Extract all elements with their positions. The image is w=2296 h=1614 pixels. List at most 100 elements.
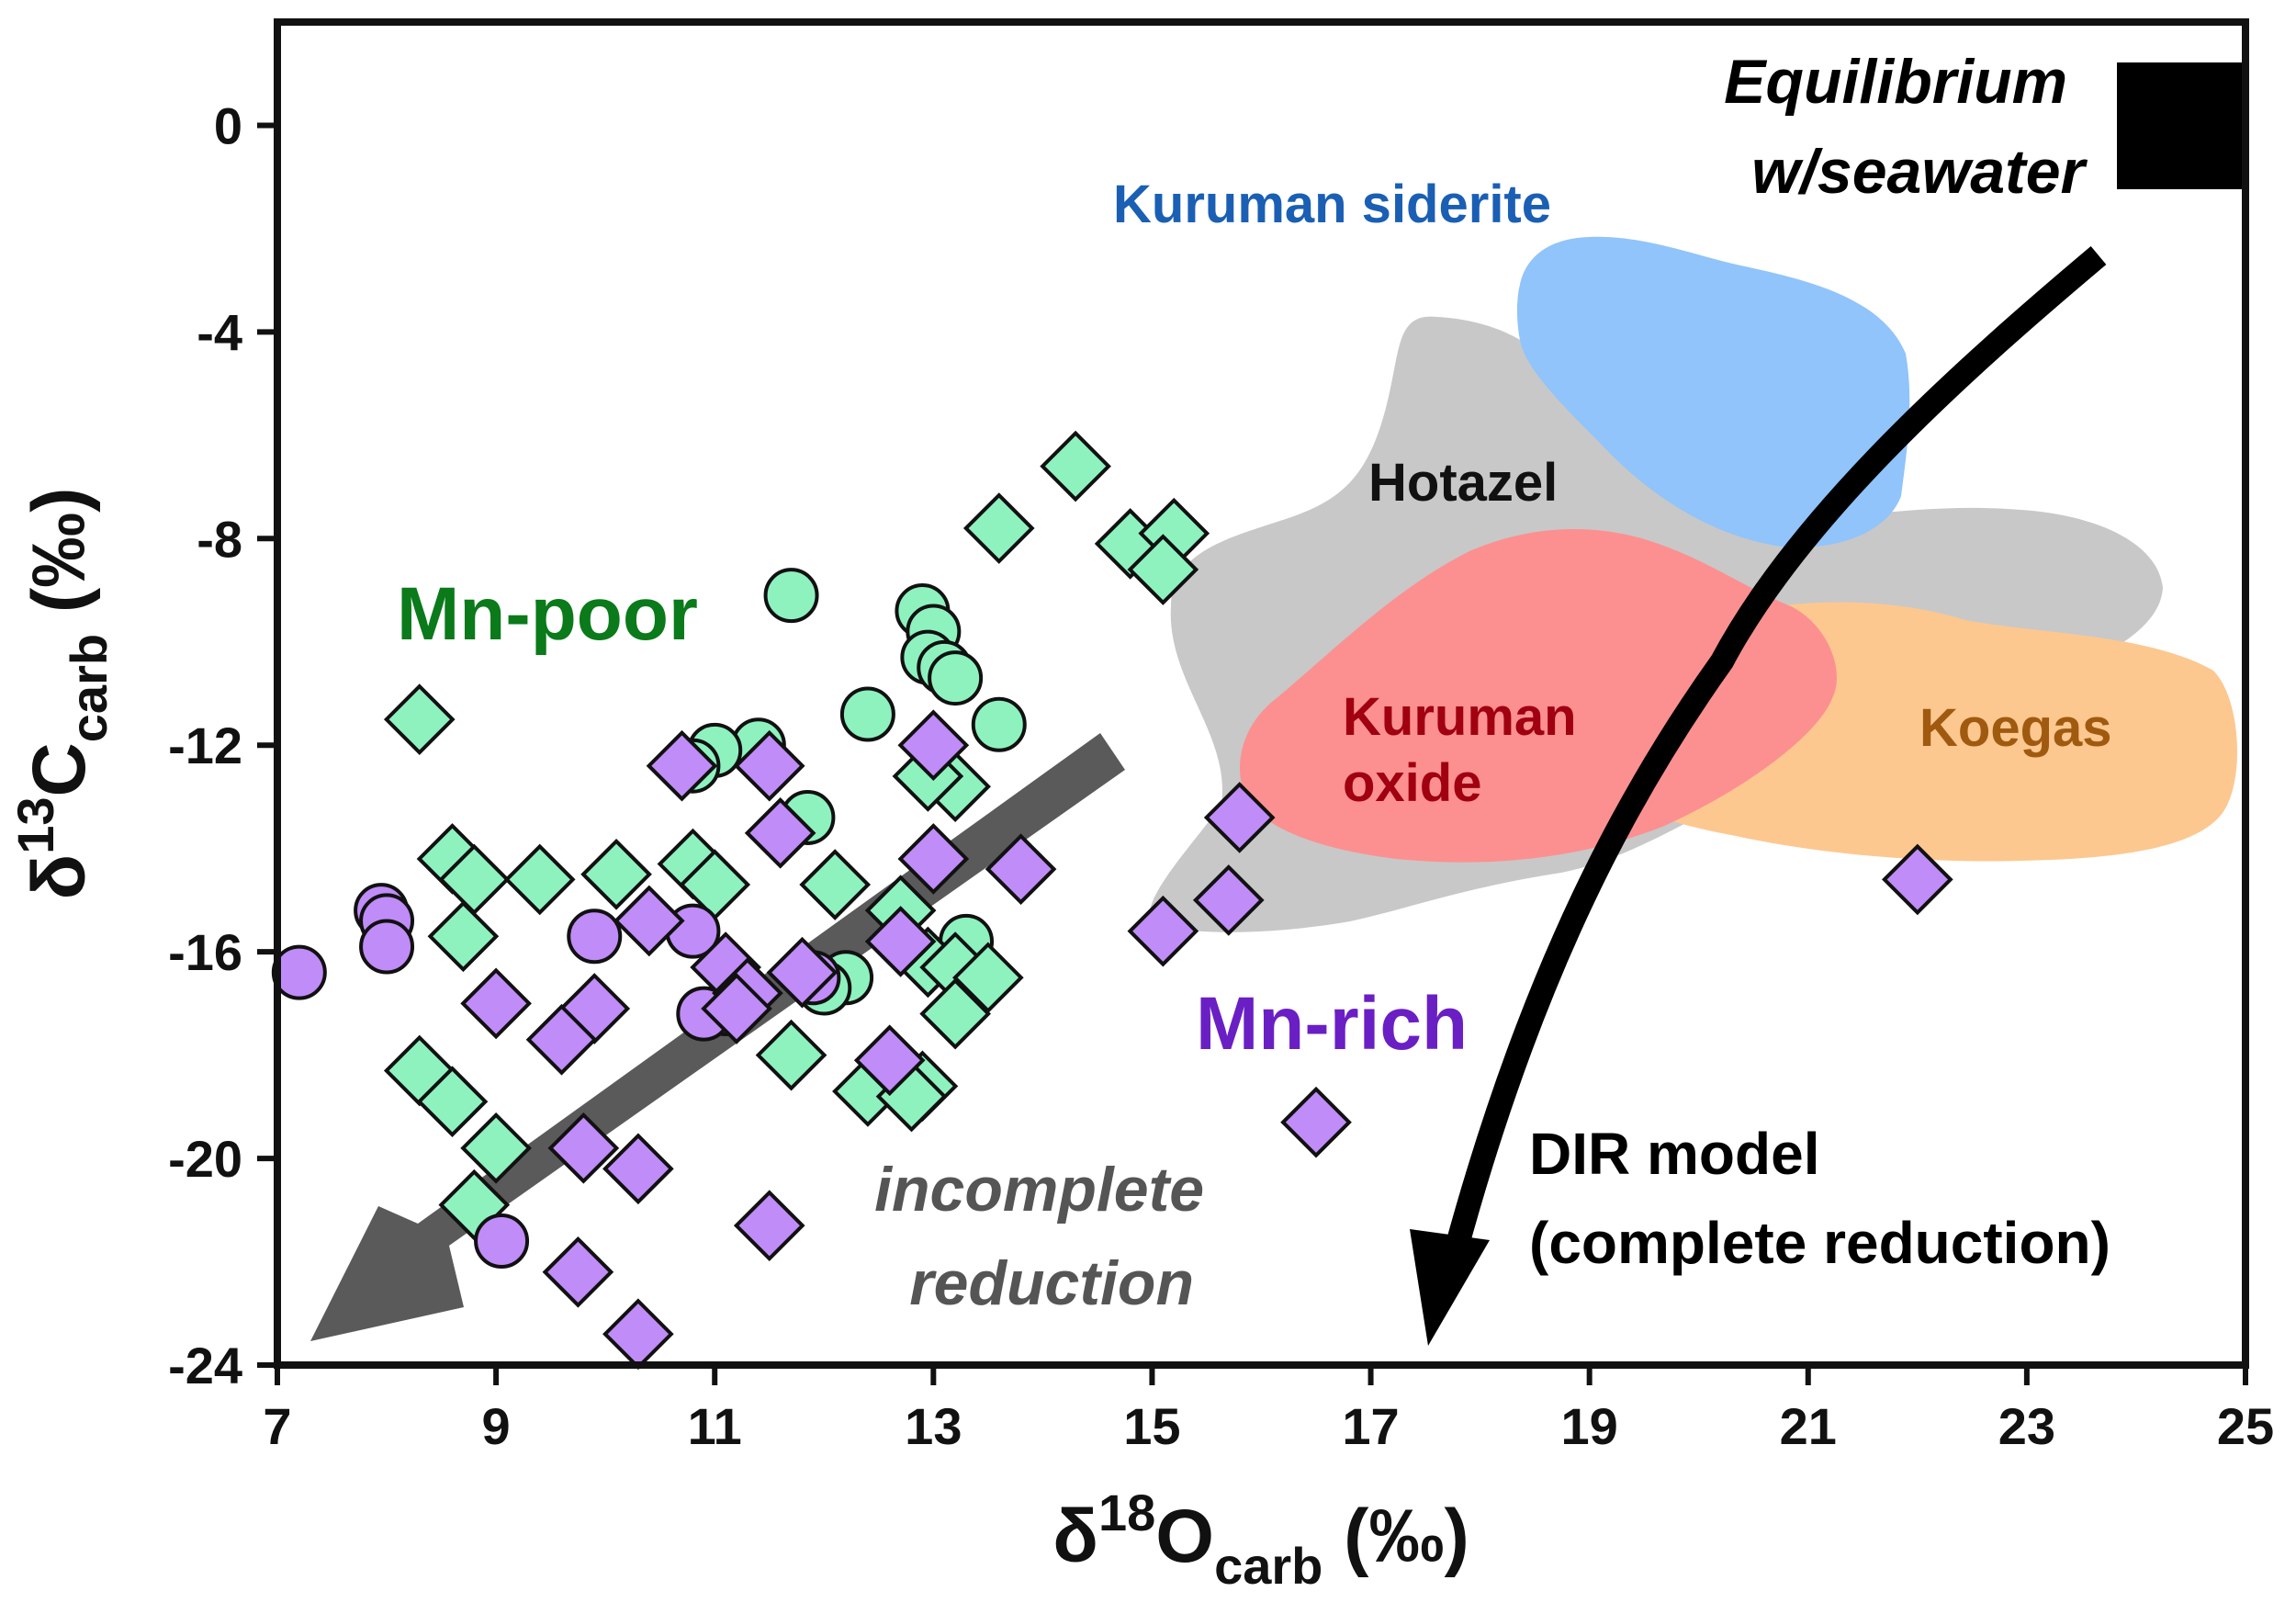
mn-poor-diamond-point: [416, 1066, 489, 1138]
mn-rich-diamond-point: [542, 1236, 614, 1308]
koegas-label: Koegas: [1919, 698, 2112, 758]
x-axis-title-main: δ: [1052, 1495, 1098, 1578]
x-axis-ticks: 7 9 11 13 15 17 19 21 23 25: [263, 1365, 2274, 1455]
x-axis-title-unit: (‰): [1322, 1495, 1469, 1578]
x-axis-title-base: O: [1155, 1495, 1214, 1578]
mn-poor-diamond-point: [892, 740, 964, 812]
x-tick-label: 7: [263, 1397, 291, 1455]
kuruman-oxide-label: Kuruman oxide: [1343, 687, 1592, 813]
region-kuruman-oxide: [1240, 529, 1837, 863]
dir-model-arrowhead: [1410, 1229, 1490, 1346]
incomplete-line1: incomplete: [874, 1155, 1204, 1225]
y-tick-label: 0: [214, 96, 242, 154]
mn-poor-circle-point: [839, 686, 895, 742]
y-tick-label: -16: [168, 923, 242, 981]
x-tick-label: 11: [688, 1397, 742, 1455]
x-tick-label: 19: [1561, 1397, 1618, 1455]
equilibrium-line2: w/seawater: [1751, 137, 2088, 207]
mn-rich-diamond-point: [897, 823, 970, 895]
mn-rich-diamond-point: [853, 1024, 926, 1097]
y-tick-label: -12: [168, 717, 242, 774]
region-kuruman-siderite: [1516, 236, 1910, 547]
mn-rich-diamond-point: [1203, 782, 1276, 853]
mn-poor-circle-point: [763, 568, 819, 624]
mn-rich-diamond-point: [733, 1190, 805, 1262]
equilibrium-label: Equilibrium w/seawater: [1724, 47, 2088, 207]
y-tick-label: -24: [168, 1337, 242, 1394]
dir-model-line1: DIR model: [1529, 1121, 1819, 1187]
mn-rich-diamond-point: [701, 973, 772, 1044]
mn-rich-circle-point: [271, 944, 327, 1000]
mn-rich-diamond-point: [985, 833, 1057, 906]
mn-rich-diamond-point: [1127, 895, 1199, 967]
mn-poor-diamond-point: [755, 1019, 827, 1091]
dir-model-arrow-shaft: [1444, 246, 2107, 1255]
mn-poor-diamond-point: [952, 942, 1024, 1014]
y-axis-title-sub: carb: [60, 634, 118, 742]
y-axis-ticks: 0 -4 -8 -12 -16 -20 -24: [168, 96, 277, 1394]
x-axis-title-sup: 18: [1098, 1484, 1155, 1541]
mn-rich-diamond-point: [525, 1003, 598, 1076]
incomplete-line2: reduction: [909, 1248, 1194, 1318]
mn-poor-circle-point: [928, 650, 984, 706]
mn-rich-diamond-point: [646, 729, 718, 802]
dir-model-line2: (complete reduction): [1529, 1210, 2110, 1276]
mn-poor-diamond-point: [503, 843, 576, 916]
mn-poor-diamond-point: [383, 683, 456, 755]
mn-rich-diamond-point: [602, 1298, 674, 1371]
data-marks: [271, 430, 1953, 1371]
mn-poor-diamond-point: [799, 849, 872, 920]
mn-poor-diamond-point: [580, 838, 652, 910]
mn-rich-diamond-point: [613, 885, 685, 957]
mn-poor-diamond-point: [962, 492, 1035, 564]
x-tick-label: 21: [1780, 1397, 1837, 1455]
mn-rich-diamond-point: [547, 1112, 620, 1184]
mn-rich-diamond-point: [460, 967, 532, 1040]
mn-rich-circle-point: [567, 909, 623, 965]
hotazel-label: Hotazel: [1368, 453, 1558, 513]
mn-poor-circle-point: [971, 696, 1027, 752]
x-tick-label: 9: [482, 1397, 511, 1455]
mn-rich-diamond-point: [897, 709, 970, 782]
equilibrium-line1: Equilibrium: [1724, 47, 2067, 117]
y-tick-label: -8: [197, 510, 242, 568]
plot-frame: [274, 18, 2249, 1369]
mn-rich-label: Mn-rich: [1196, 982, 1468, 1066]
x-tick-label: 15: [1123, 1397, 1180, 1455]
mn-rich-diamond-point: [744, 796, 816, 869]
mn-rich-diamond-point: [733, 729, 805, 802]
mn-poor-diamond-point: [1040, 430, 1111, 502]
mn-rich-diamond-point: [766, 936, 838, 1009]
y-axis-title-base: C: [17, 742, 101, 796]
y-axis-title-unit: (‰): [17, 488, 101, 634]
mn-rich-diamond-point: [1192, 864, 1265, 936]
mn-rich-circle-point: [474, 1213, 530, 1270]
mn-poor-diamond-point: [427, 900, 500, 973]
mn-poor-label: Mn-poor: [397, 572, 698, 656]
kuruman-siderite-label: Kuruman siderite: [1113, 175, 1551, 234]
x-axis-title-sub: carb: [1214, 1537, 1322, 1595]
region-labels: Kuruman siderite Hotazel Kuruman oxide K…: [1113, 175, 2112, 813]
kuruman-oxide-label-line1: Kuruman: [1343, 687, 1577, 747]
x-tick-label: 13: [905, 1397, 962, 1455]
x-tick-label: 23: [1998, 1397, 2055, 1455]
x-tick-label: 25: [2217, 1397, 2274, 1455]
mn-poor-diamond-point: [919, 977, 991, 1050]
mn-rich-diamond-point: [602, 1133, 674, 1205]
x-tick-label: 17: [1342, 1397, 1399, 1455]
kuruman-oxide-label-line2: oxide: [1343, 753, 1482, 813]
equilibrium-box: [2117, 62, 2245, 189]
incomplete-reduction-label: incomplete reduction: [874, 1155, 1221, 1318]
mn-poor-diamond-point: [1127, 534, 1199, 605]
y-axis-title-main: δ: [17, 854, 101, 900]
y-tick-label: -4: [197, 303, 242, 361]
regions-layer: [1149, 236, 2238, 932]
y-axis-title-sup: 13: [6, 796, 64, 853]
mn-rich-diamond-point: [1882, 843, 1953, 916]
mn-rich-diamond-point: [864, 906, 937, 977]
y-tick-label: -20: [168, 1130, 242, 1188]
x-axis-title: δ18Ocarb (‰): [1052, 1484, 1469, 1595]
mn-rich-diamond-point: [1280, 1086, 1352, 1158]
mn-poor-diamond-point: [460, 1112, 532, 1184]
